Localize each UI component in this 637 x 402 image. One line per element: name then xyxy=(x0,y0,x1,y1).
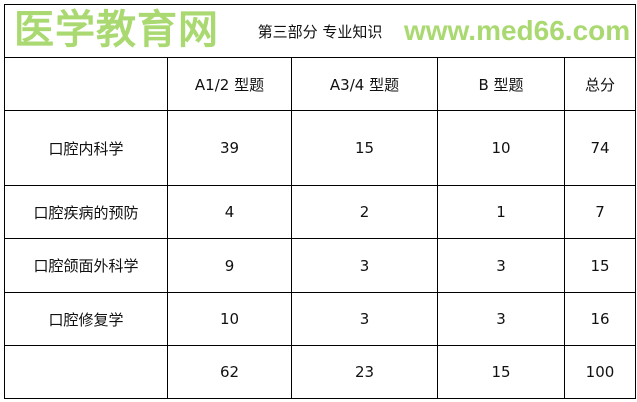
value-cell: 9 xyxy=(167,238,292,293)
value-cell: 1 xyxy=(437,185,565,239)
header-cell: A3/4 型题 xyxy=(291,57,438,111)
subject-cell: 口腔颌面外科学 xyxy=(4,238,168,293)
header-cell: A1/2 型题 xyxy=(167,57,292,111)
header-row: A1/2 型题 A3/4 型题 B 型题 总分 xyxy=(4,57,636,111)
value-cell: 15 xyxy=(564,238,636,293)
value-cell: 16 xyxy=(564,292,636,346)
total-cell: 62 xyxy=(167,345,292,399)
title-row: 第三部分 专业知识 xyxy=(4,4,636,58)
header-cell xyxy=(4,57,168,111)
total-cell: 23 xyxy=(291,345,438,399)
value-cell: 3 xyxy=(437,238,565,293)
subject-cell: 口腔修复学 xyxy=(4,292,168,346)
subject-cell xyxy=(4,345,168,399)
value-cell: 3 xyxy=(291,238,438,293)
table-row: 口腔颌面外科学 9 3 3 15 xyxy=(4,238,636,293)
value-cell: 39 xyxy=(167,110,292,186)
value-cell: 15 xyxy=(291,110,438,186)
value-cell: 3 xyxy=(291,292,438,346)
value-cell: 10 xyxy=(167,292,292,346)
total-cell: 100 xyxy=(564,345,636,399)
value-cell: 7 xyxy=(564,185,636,239)
subject-cell: 口腔疾病的预防 xyxy=(4,185,168,239)
table-row: 口腔疾病的预防 4 2 1 7 xyxy=(4,185,636,239)
table-title: 第三部分 专业知识 xyxy=(4,4,636,58)
header-cell: 总分 xyxy=(564,57,636,111)
value-cell: 10 xyxy=(437,110,565,186)
header-cell: B 型题 xyxy=(437,57,565,111)
total-cell: 15 xyxy=(437,345,565,399)
table-row: 口腔内科学 39 15 10 74 xyxy=(4,110,636,186)
value-cell: 2 xyxy=(291,185,438,239)
subject-cell: 口腔内科学 xyxy=(4,110,168,186)
value-cell: 74 xyxy=(564,110,636,186)
value-cell: 4 xyxy=(167,185,292,239)
total-row: 62 23 15 100 xyxy=(4,345,636,399)
value-cell: 3 xyxy=(437,292,565,346)
table-row: 口腔修复学 10 3 3 16 xyxy=(4,292,636,346)
score-table: 第三部分 专业知识 A1/2 型题 A3/4 型题 B 型题 总分 口腔内科学 … xyxy=(4,4,636,399)
